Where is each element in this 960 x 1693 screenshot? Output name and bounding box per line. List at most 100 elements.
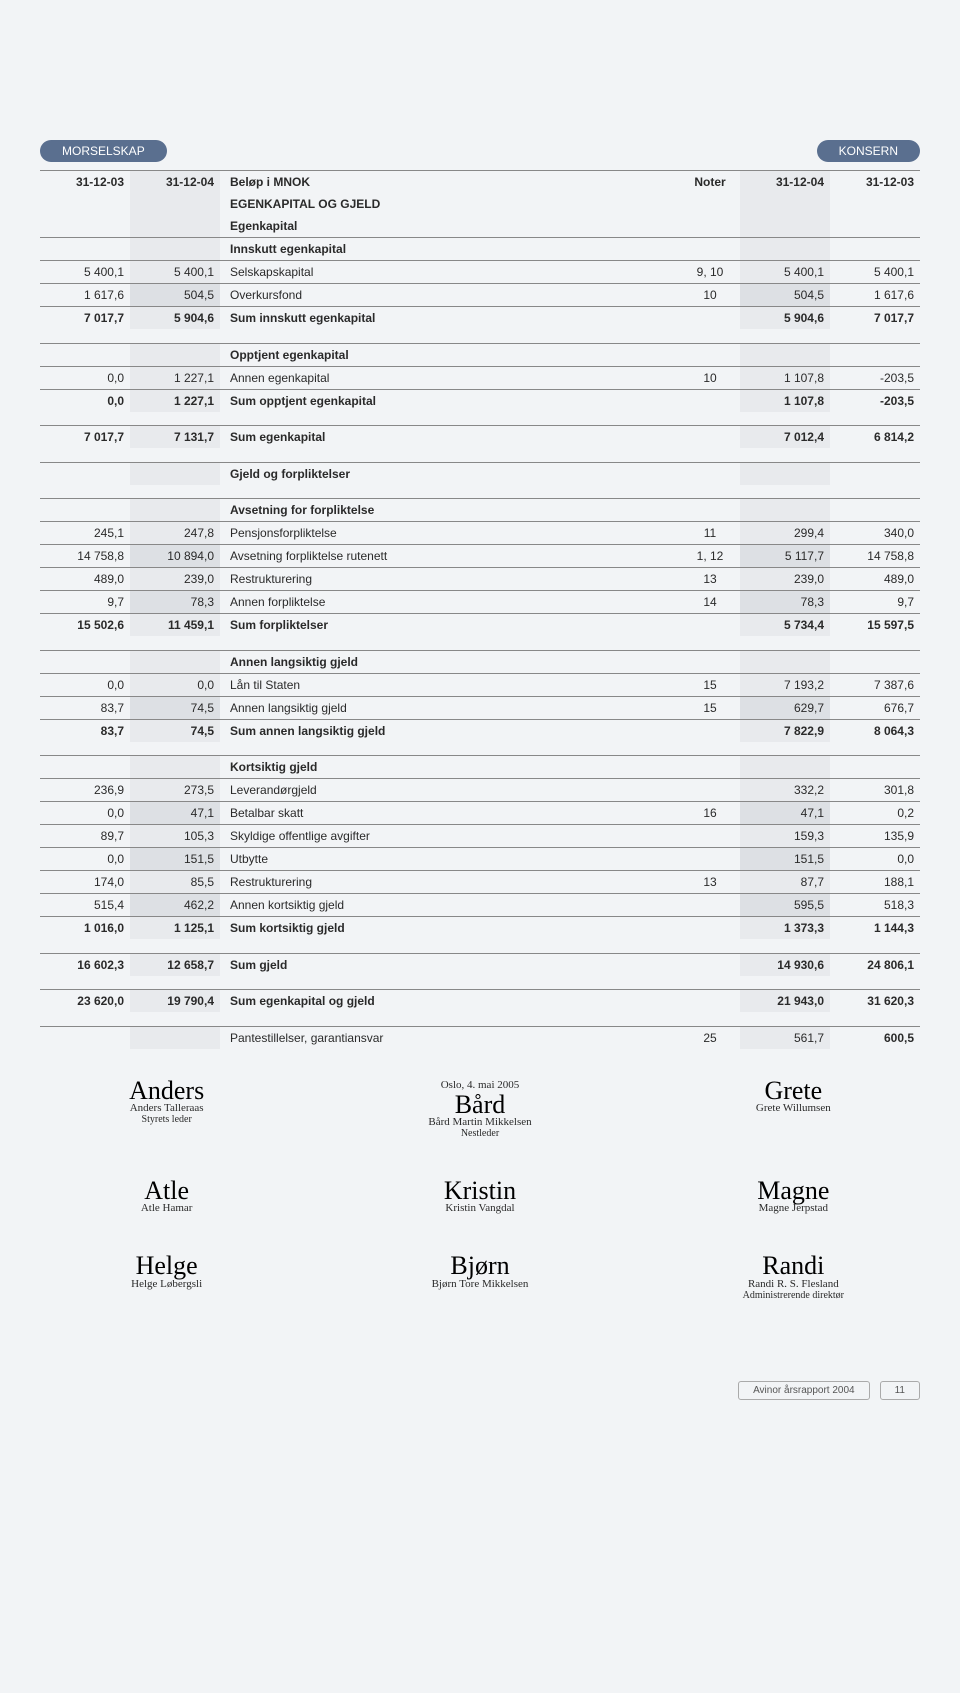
cell: 595,5 <box>740 894 830 917</box>
cell: 340,0 <box>830 522 920 545</box>
cell: Innskutt egenkapital <box>220 238 680 261</box>
cell: 188,1 <box>830 871 920 894</box>
cell: 87,7 <box>740 871 830 894</box>
cell <box>740 650 830 673</box>
cell: 5 734,4 <box>740 614 830 637</box>
cell: 151,5 <box>130 848 220 871</box>
cell: 1 373,3 <box>740 917 830 940</box>
cell <box>740 193 830 215</box>
cell: 1 016,0 <box>40 917 130 940</box>
cell <box>40 193 130 215</box>
cell: 31-12-03 <box>40 171 130 194</box>
cell: 6 814,2 <box>830 426 920 449</box>
cell: 5 117,7 <box>740 545 830 568</box>
cell <box>130 462 220 485</box>
cell <box>830 462 920 485</box>
cell: 489,0 <box>830 568 920 591</box>
cell: 24 806,1 <box>830 953 920 976</box>
cell <box>680 953 740 976</box>
cell: 0,0 <box>130 673 220 696</box>
cell: 23 620,0 <box>40 990 130 1013</box>
cell <box>130 499 220 522</box>
cell: 12 658,7 <box>130 953 220 976</box>
cell: 1 617,6 <box>830 284 920 307</box>
cell <box>680 426 740 449</box>
cell: Sum gjeld <box>220 953 680 976</box>
cell <box>130 756 220 779</box>
cell <box>130 650 220 673</box>
cell: Leverandørgjeld <box>220 779 680 802</box>
footer-title: Avinor årsrapport 2004 <box>738 1381 870 1400</box>
cell: 8 064,3 <box>830 719 920 742</box>
cell <box>130 343 220 366</box>
cell: Avsetning forpliktelse rutenett <box>220 545 680 568</box>
signature: RandiRandi R. S. FleslandAdministrerende… <box>667 1254 920 1300</box>
cell: 11 459,1 <box>130 614 220 637</box>
cell: 15 597,5 <box>830 614 920 637</box>
cell <box>830 756 920 779</box>
cell <box>680 307 740 330</box>
cell <box>830 215 920 238</box>
cell <box>130 1026 220 1049</box>
cell: Sum egenkapital og gjeld <box>220 990 680 1013</box>
cell: 83,7 <box>40 696 130 719</box>
cell <box>680 990 740 1013</box>
cell: Pensjonsforpliktelse <box>220 522 680 545</box>
page-footer: Avinor årsrapport 2004 11 <box>40 1381 920 1400</box>
cell <box>40 238 130 261</box>
cell: 7 822,9 <box>740 719 830 742</box>
cell: Annen egenkapital <box>220 366 680 389</box>
cell: Egenkapital <box>220 215 680 238</box>
cell: 135,9 <box>830 825 920 848</box>
signature: BjørnBjørn Tore Mikkelsen <box>353 1254 606 1300</box>
signature: Oslo, 4. mai 2005BårdBård Martin Mikkels… <box>353 1079 606 1139</box>
cell: 174,0 <box>40 871 130 894</box>
signature: AndersAnders TalleraasStyrets leder <box>40 1079 293 1139</box>
cell <box>740 343 830 366</box>
cell: 7 017,7 <box>40 426 130 449</box>
cell <box>680 719 740 742</box>
cell: 16 602,3 <box>40 953 130 976</box>
cell: 1 227,1 <box>130 366 220 389</box>
cell <box>40 1026 130 1049</box>
footer-page: 11 <box>880 1381 920 1400</box>
cell: 0,0 <box>40 802 130 825</box>
cell: Lån til Staten <box>220 673 680 696</box>
cell: 600,5 <box>830 1026 920 1049</box>
cell: Utbytte <box>220 848 680 871</box>
cell <box>830 650 920 673</box>
cell: Restrukturering <box>220 568 680 591</box>
cell: 151,5 <box>740 848 830 871</box>
signature: KristinKristin Vangdal <box>353 1179 606 1214</box>
cell: 0,0 <box>40 366 130 389</box>
cell <box>680 389 740 412</box>
cell: 9,7 <box>830 591 920 614</box>
cell: 0,0 <box>830 848 920 871</box>
cell: 14 930,6 <box>740 953 830 976</box>
cell <box>830 238 920 261</box>
badge-right: KONSERN <box>817 140 920 162</box>
cell: EGENKAPITAL OG GJELD <box>220 193 680 215</box>
cell: 1 125,1 <box>130 917 220 940</box>
cell: 247,8 <box>130 522 220 545</box>
cell: 629,7 <box>740 696 830 719</box>
cell: 89,7 <box>40 825 130 848</box>
cell: 78,3 <box>130 591 220 614</box>
cell: 7 387,6 <box>830 673 920 696</box>
cell: 13 <box>680 871 740 894</box>
cell: 1 107,8 <box>740 366 830 389</box>
cell: Pantestillelser, garantiansvar <box>220 1026 680 1049</box>
cell: 504,5 <box>130 284 220 307</box>
cell: 9, 10 <box>680 261 740 284</box>
cell: 74,5 <box>130 719 220 742</box>
cell: 31 620,3 <box>830 990 920 1013</box>
cell: 561,7 <box>740 1026 830 1049</box>
cell: 5 400,1 <box>830 261 920 284</box>
cell: Sum annen langsiktig gjeld <box>220 719 680 742</box>
badge-left: MORSELSKAP <box>40 140 167 162</box>
cell <box>680 614 740 637</box>
cell: 105,3 <box>130 825 220 848</box>
cell: Sum egenkapital <box>220 426 680 449</box>
cell: 5 400,1 <box>40 261 130 284</box>
cell: 9,7 <box>40 591 130 614</box>
